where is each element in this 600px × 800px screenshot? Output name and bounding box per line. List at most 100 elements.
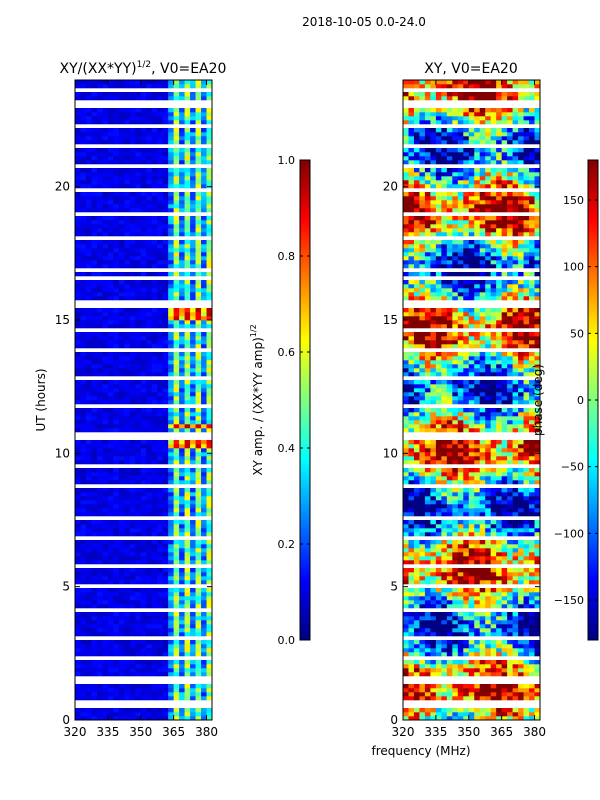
amplitude-heatmap-cell bbox=[151, 412, 158, 417]
amplitude-heatmap-cell bbox=[91, 324, 98, 329]
amplitude-heatmap-cell bbox=[201, 488, 207, 493]
amplitude-heatmap-cell bbox=[201, 548, 207, 553]
amplitude-heatmap-cell bbox=[135, 132, 142, 137]
amplitude-heatmap-cell bbox=[162, 388, 169, 393]
phase-heatmap-cell bbox=[435, 708, 442, 713]
amplitude-heatmap-cell bbox=[168, 112, 174, 117]
phase-heatmap-cell bbox=[413, 388, 420, 393]
phase-heatmap-cell bbox=[507, 548, 513, 553]
amplitude-heatmap-cell bbox=[140, 296, 147, 301]
phase-heatmap-cell bbox=[507, 380, 513, 385]
amplitude-heatmap-cell bbox=[91, 416, 98, 421]
amplitude-heatmap-cell bbox=[146, 612, 153, 617]
amplitude-heatmap-cell bbox=[146, 428, 153, 433]
amplitude-heatmap-cell bbox=[201, 688, 207, 693]
phase-heatmap-cell bbox=[413, 664, 420, 669]
phase-heatmap-cell bbox=[446, 496, 453, 501]
amplitude-heatmap-cell bbox=[85, 296, 92, 301]
amplitude-heatmap-cell bbox=[173, 156, 180, 161]
phase-heatmap-cell bbox=[419, 592, 426, 597]
phase-heatmap-cell bbox=[485, 428, 491, 433]
amplitude-heatmap-cell bbox=[157, 120, 163, 125]
amplitude-heatmap-cell bbox=[102, 116, 109, 121]
amplitude-heatmap-cell bbox=[151, 136, 158, 141]
phase-heatmap-cell bbox=[435, 412, 442, 417]
amplitude-heatmap-cell bbox=[135, 504, 142, 509]
phase-heatmap-cell bbox=[534, 472, 541, 477]
phase-heatmap-cell bbox=[496, 460, 502, 465]
phase-heatmap-cell bbox=[490, 660, 497, 665]
amplitude-heatmap-cell bbox=[91, 716, 98, 721]
phase-heatmap-cell bbox=[485, 560, 491, 565]
phase-heatmap-cell bbox=[512, 416, 519, 421]
amplitude-heatmap-cell bbox=[190, 284, 196, 289]
amplitude-heatmap-cell bbox=[190, 716, 196, 721]
amplitude-heatmap-cell bbox=[201, 224, 207, 229]
phase-heatmap-cell bbox=[430, 372, 437, 377]
phase-heatmap-cell bbox=[435, 468, 442, 473]
phase-heatmap-cell bbox=[463, 712, 470, 717]
phase-heatmap-cell bbox=[479, 716, 486, 721]
amplitude-heatmap-cell bbox=[107, 344, 114, 349]
phase-heatmap-cell bbox=[419, 544, 426, 549]
amplitude-heatmap-cell bbox=[140, 316, 147, 321]
amplitude-heatmap-cell bbox=[102, 216, 109, 221]
amplitude-heatmap-cell bbox=[118, 264, 125, 269]
phase-heatmap-cell bbox=[490, 708, 497, 713]
phase-heatmap-cell bbox=[435, 384, 442, 389]
amplitude-heatmap-cell bbox=[75, 628, 81, 633]
phase-heatmap-cell bbox=[403, 496, 409, 501]
amplitude-heatmap-cell bbox=[75, 528, 81, 533]
amplitude-heatmap-cell bbox=[140, 208, 147, 213]
amplitude-heatmap-cell bbox=[151, 428, 158, 433]
amplitude-heatmap-cell bbox=[118, 632, 125, 637]
amplitude-heatmap-cell bbox=[75, 224, 81, 229]
amplitude-heatmap-cell bbox=[151, 652, 158, 657]
amplitude-heatmap-cell bbox=[118, 96, 125, 101]
amplitude-heatmap-cell bbox=[135, 512, 142, 517]
amplitude-heatmap-cell bbox=[85, 652, 92, 657]
amplitude-heatmap-cell bbox=[146, 568, 153, 573]
amplitude-heatmap-cell bbox=[107, 548, 114, 553]
amplitude-heatmap-cell bbox=[113, 652, 120, 657]
phase-heatmap-cell bbox=[485, 684, 491, 689]
phase-heatmap-cell bbox=[463, 416, 470, 421]
phase-heatmap-cell bbox=[403, 384, 409, 389]
phase-heatmap-cell bbox=[413, 488, 420, 493]
amplitude-heatmap-cell bbox=[85, 384, 92, 389]
amplitude-heatmap-cell bbox=[179, 672, 185, 677]
phase-heatmap-cell bbox=[419, 540, 426, 545]
amplitude-heatmap-cell bbox=[96, 560, 103, 565]
phase-heatmap-cell bbox=[479, 504, 486, 509]
amplitude-heatmap-cell bbox=[75, 384, 81, 389]
phase-heatmap-cell bbox=[468, 712, 475, 717]
phase-heatmap-cell bbox=[408, 616, 415, 621]
phase-heatmap-cell bbox=[518, 632, 524, 637]
amplitude-heatmap-cell bbox=[173, 172, 180, 177]
amplitude-heatmap-cell bbox=[151, 392, 158, 397]
amplitude-heatmap-cell bbox=[151, 472, 158, 477]
phase-heatmap-cell bbox=[446, 396, 453, 401]
amplitude-heatmap-cell bbox=[118, 336, 125, 341]
amplitude-heatmap-cell bbox=[140, 248, 147, 253]
amplitude-heatmap-cell bbox=[129, 176, 136, 181]
amplitude-heatmap-cell bbox=[173, 332, 180, 337]
amplitude-heatmap-cell bbox=[135, 228, 142, 233]
amplitude-heatmap-cell bbox=[135, 588, 142, 593]
amplitude-heatmap-cell bbox=[75, 540, 81, 545]
amplitude-heatmap-cell bbox=[96, 472, 103, 477]
phase-heatmap-cell bbox=[474, 540, 481, 545]
phase-heatmap-cell bbox=[403, 616, 409, 621]
phase-heatmap-cell bbox=[430, 540, 437, 545]
amplitude-heatmap-cell bbox=[162, 500, 169, 505]
phase-heatmap-cell bbox=[485, 420, 491, 425]
amplitude-heatmap-cell bbox=[80, 660, 87, 665]
amplitude-heatmap-cell bbox=[118, 352, 125, 357]
amplitude-heatmap-cell bbox=[96, 240, 103, 245]
amplitude-heatmap-cell bbox=[124, 620, 131, 625]
amplitude-heatmap-cell bbox=[118, 684, 125, 689]
amplitude-heatmap-cell bbox=[168, 176, 174, 181]
phase-heatmap-cell bbox=[474, 556, 481, 561]
phase-heatmap-cell bbox=[408, 468, 415, 473]
amplitude-heatmap-cell bbox=[113, 644, 120, 649]
